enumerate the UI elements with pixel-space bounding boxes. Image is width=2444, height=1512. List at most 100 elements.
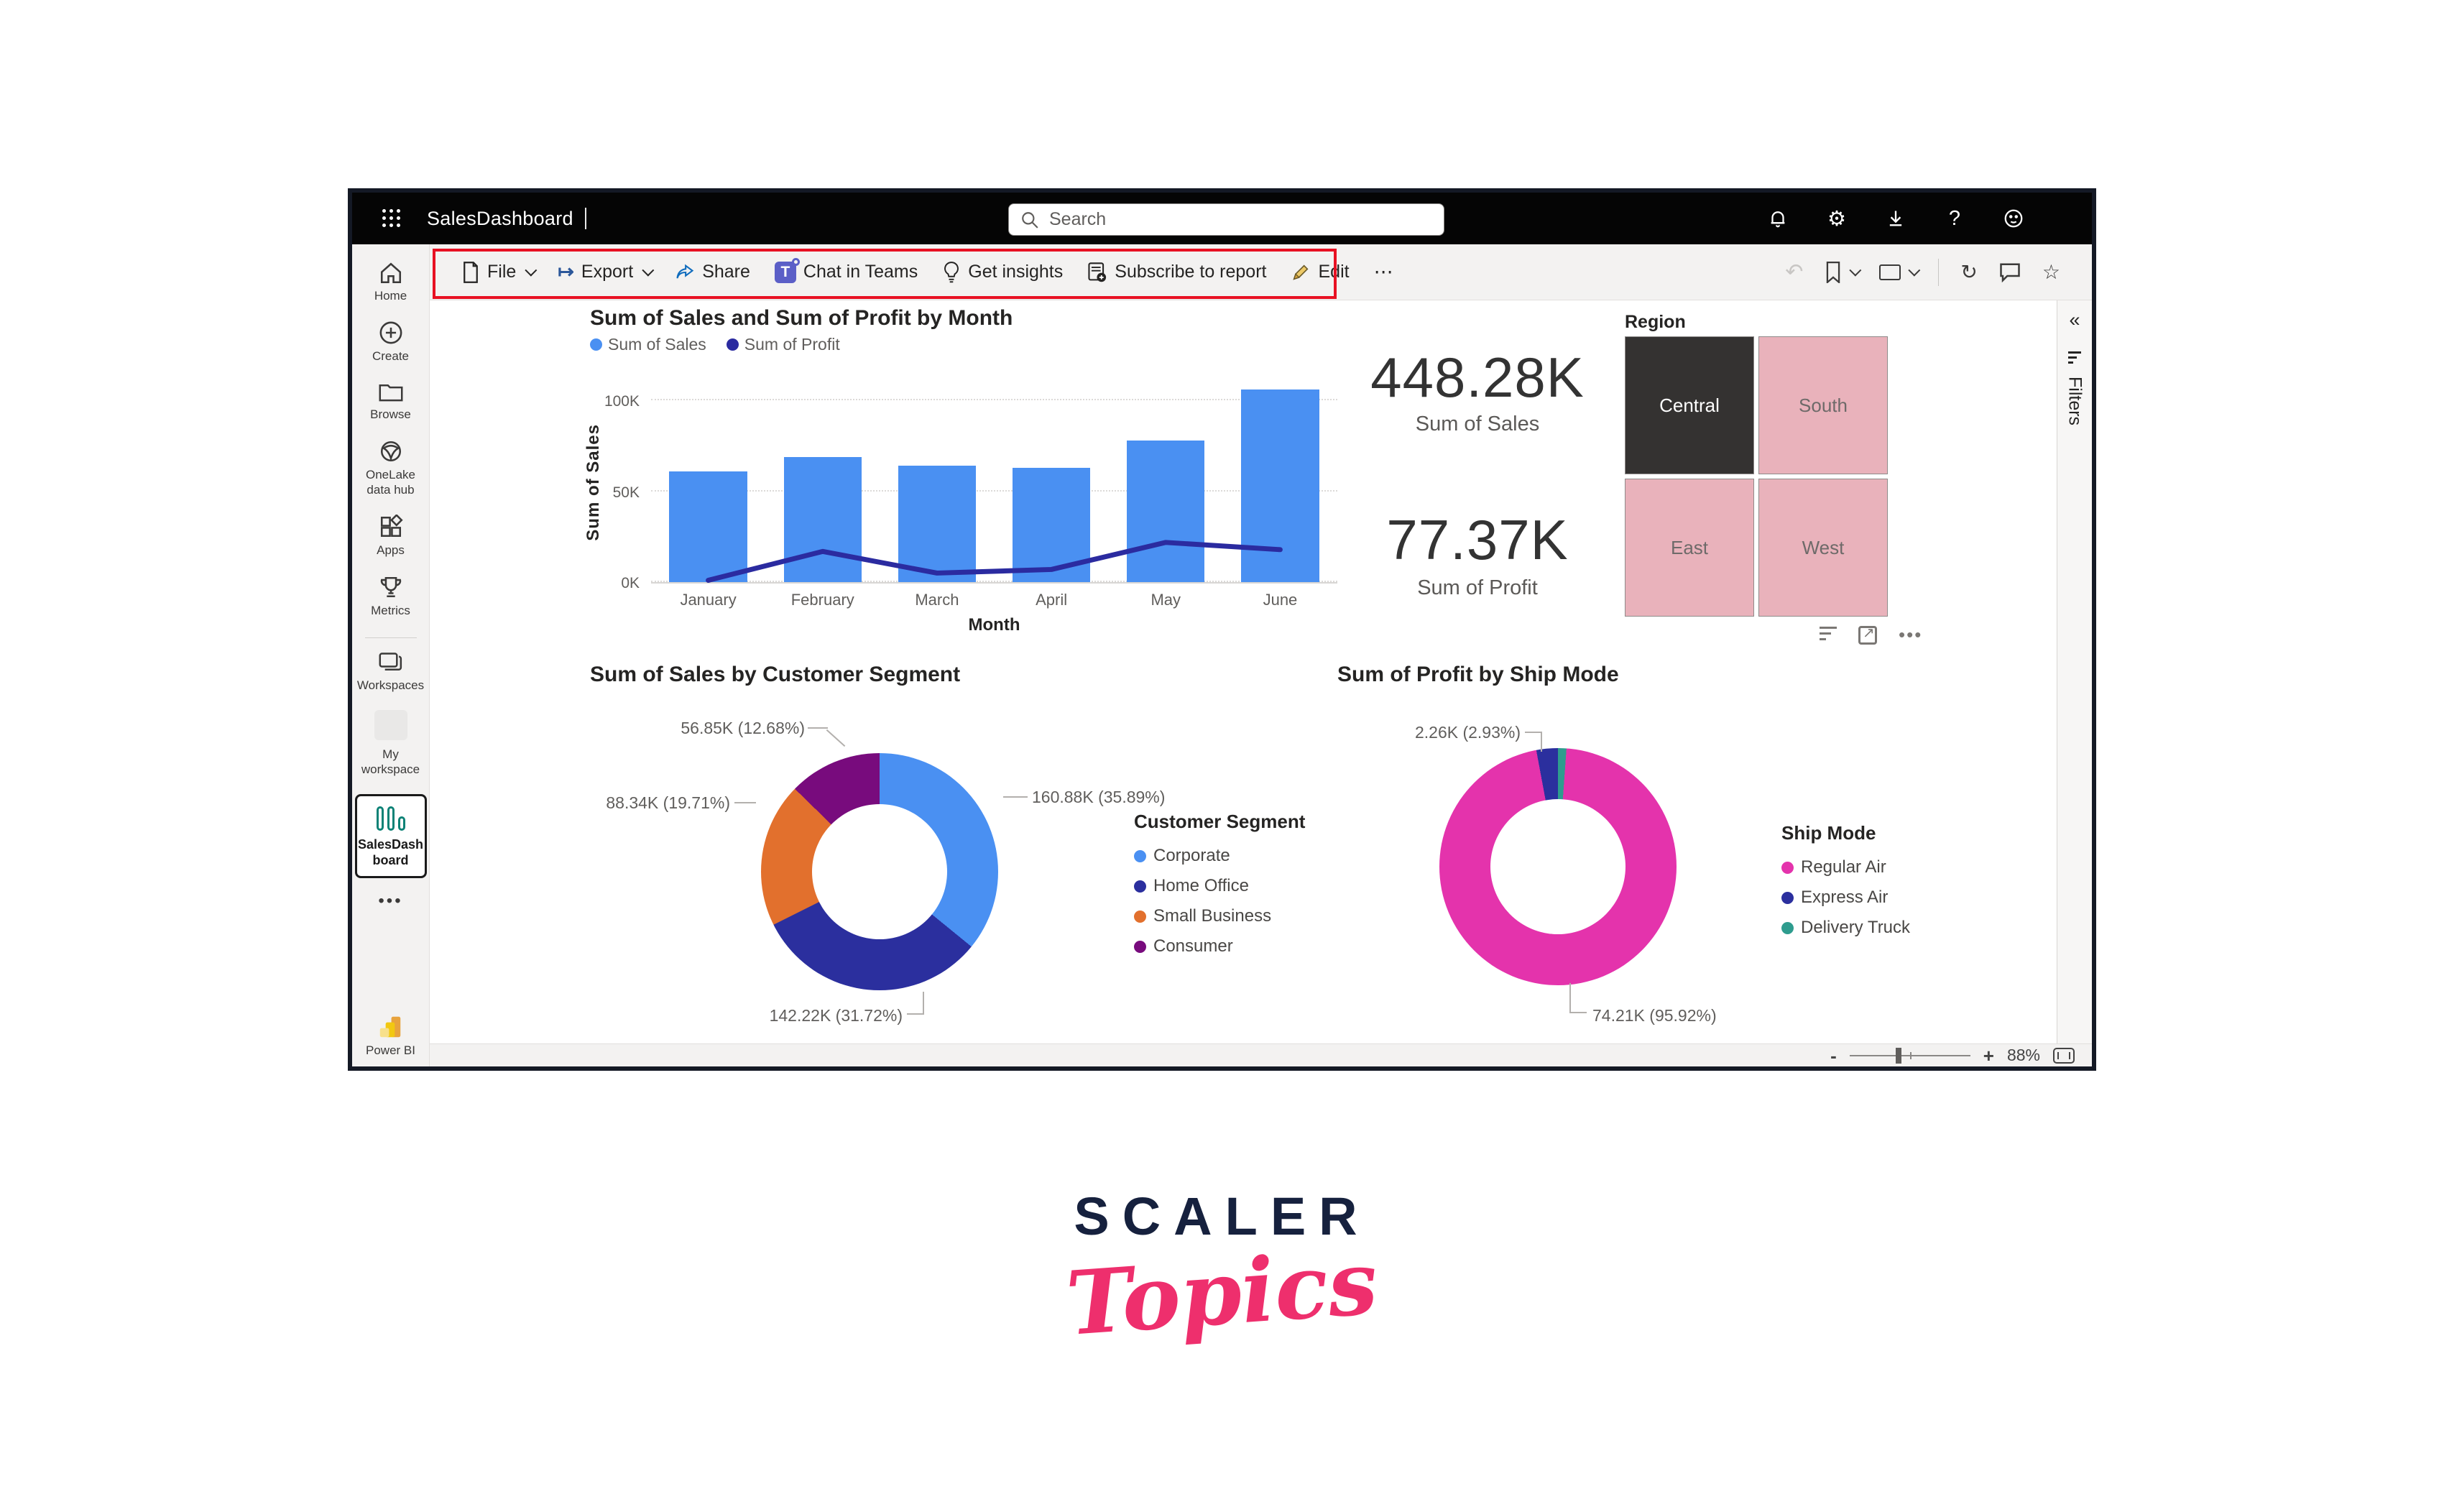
visual-hover-toolbar: ••• (1820, 624, 1922, 646)
share-button[interactable]: Share (668, 256, 757, 288)
legend-item-small-business[interactable]: Small Business (1134, 906, 1305, 926)
filters-funnel-icon[interactable] (2068, 351, 2081, 367)
chat-in-teams-label: Chat in Teams (803, 262, 918, 282)
zoom-out-button[interactable]: - (1830, 1044, 1837, 1066)
sidebar-divider (364, 637, 417, 638)
sidebar-item-my-workspace[interactable]: My workspace (354, 710, 428, 777)
feedback-smiley-icon[interactable] (2001, 206, 2026, 231)
apps-grid-icon (380, 514, 403, 537)
legend-item-consumer[interactable]: Consumer (1134, 936, 1305, 956)
refresh-icon[interactable]: ↻ (1960, 261, 1978, 283)
comment-icon (2000, 263, 2020, 282)
fit-to-page-icon[interactable] (2053, 1047, 2075, 1064)
search-input[interactable] (1049, 209, 1432, 230)
region-cell-west[interactable]: West (1758, 479, 1888, 617)
undo-icon[interactable]: ↶ (1785, 260, 1804, 284)
teams-icon: T (774, 257, 800, 283)
profit-kpi-value[interactable]: 77.37K (1386, 508, 1569, 571)
legend-item-profit[interactable]: Sum of Profit (726, 335, 840, 354)
sidebar-item-label: Workspaces (356, 678, 425, 692)
legend-item-sales[interactable]: Sum of Sales (590, 335, 706, 354)
callout-express-air: 2.26K (2.93%) (1414, 723, 1521, 742)
view-button[interactable] (1879, 264, 1921, 280)
workspaces-icon (379, 653, 402, 670)
sidebar-item-label: Create (372, 349, 410, 364)
powerbi-window: SalesDashboard ⚙ ? (348, 188, 2096, 1071)
profit-line (706, 540, 1283, 583)
bookmarks-button[interactable] (1825, 261, 1862, 283)
region-cell-south[interactable]: South (1758, 336, 1888, 474)
legend-label: Corporate (1153, 846, 1230, 865)
file-icon (464, 261, 478, 283)
legend-title: Customer Segment (1134, 811, 1306, 832)
donut-segment[interactable] (761, 753, 998, 990)
zoom-slider-handle[interactable] (1895, 1047, 1901, 1064)
expand-filters-chevrons-icon[interactable]: « (2069, 309, 2080, 331)
sidebar-item-salesdashboard-selected[interactable]: SalesDashboard (354, 793, 427, 878)
bar-March[interactable] (898, 466, 977, 582)
favorite-star-icon[interactable]: ☆ (2042, 261, 2060, 283)
sidebar-item-create[interactable]: Create (354, 321, 428, 364)
legend-item-regular-air[interactable]: Regular Air (1781, 857, 1910, 877)
bar-February[interactable] (783, 456, 862, 582)
region-cell-label: West (1802, 536, 1845, 558)
app-launcher-waffle-icon[interactable] (382, 209, 401, 228)
gridline (651, 489, 1337, 492)
zoom-slider-tick (1909, 1051, 1912, 1059)
legend-item-delivery-truck[interactable]: Delivery Truck (1781, 918, 1910, 938)
filter-icon[interactable] (1820, 626, 1837, 644)
search-bar[interactable] (1008, 203, 1444, 236)
get-insights-button[interactable]: Get insights (935, 256, 1070, 289)
sidebar-more-button[interactable]: ••• (378, 890, 403, 911)
combo-plot[interactable] (651, 384, 1337, 584)
sidebar-item-onelake[interactable]: OneLake data hub (354, 439, 428, 497)
zoom-level: 88% (2006, 1046, 2040, 1064)
legend-item-home-office[interactable]: Home Office (1134, 876, 1305, 896)
region-cell-central[interactable]: Central (1625, 336, 1754, 474)
sidebar-item-label: Metrics (371, 604, 410, 618)
sidebar-item-browse[interactable]: Browse (354, 382, 428, 422)
edit-button[interactable]: Edit (1283, 256, 1356, 288)
callout-line (1003, 796, 1028, 798)
sidebar-item-home[interactable]: Home (354, 262, 428, 303)
region-slicer: Central South East West (1625, 336, 1888, 617)
lightbulb-icon (944, 261, 959, 282)
sidebar-item-apps[interactable]: Apps (354, 514, 428, 558)
zoom-in-button[interactable]: + (1983, 1044, 1994, 1066)
report-action-toolbar: File ↦ Export Share T Chat in Teams (430, 244, 2092, 300)
sales-kpi-value[interactable]: 448.28K (1370, 346, 1585, 409)
sidebar-item-workspaces[interactable]: Workspaces (354, 651, 428, 693)
subscribe-button[interactable]: Subscribe to report (1080, 256, 1273, 289)
powerbi-home-button[interactable]: Power BI (366, 1013, 415, 1058)
legend-item-express-air[interactable]: Express Air (1781, 888, 1910, 908)
donut-ship[interactable] (1439, 748, 1677, 985)
segment-donut-title: Sum of Sales by Customer Segment (590, 663, 961, 686)
export-menu-button[interactable]: ↦ Export (550, 255, 658, 289)
callout-line (1525, 732, 1542, 752)
notifications-bell-icon[interactable] (1766, 206, 1790, 231)
bar-January[interactable] (669, 471, 747, 582)
y-axis-ticks: 0K 50K 100K (604, 393, 640, 591)
plus-circle-icon (379, 321, 402, 344)
sidebar-item-label: OneLake data hub (366, 468, 415, 497)
region-cell-label: East (1670, 536, 1709, 558)
file-menu-button[interactable]: File (454, 256, 540, 289)
region-cell-label: South (1799, 394, 1848, 416)
zoom-slider[interactable] (1849, 1047, 1970, 1064)
sidebar-item-metrics[interactable]: Metrics (354, 575, 428, 618)
comments-button[interactable] (1999, 262, 2021, 282)
folder-icon (379, 384, 402, 402)
legend-item-corporate[interactable]: Corporate (1134, 846, 1305, 866)
chat-in-teams-button[interactable]: T Chat in Teams (767, 256, 925, 289)
sidebar-item-label: Browse (370, 407, 411, 421)
shipmode-donut-title: Sum of Profit by Ship Mode (1337, 663, 1619, 686)
more-options-icon[interactable]: ••• (1899, 624, 1923, 645)
more-options-button[interactable]: ⋯ (1367, 255, 1402, 289)
settings-gear-icon[interactable]: ⚙ (1827, 207, 1846, 231)
focus-mode-icon[interactable] (1858, 624, 1877, 645)
help-icon[interactable]: ? (1948, 206, 1961, 230)
download-icon[interactable] (1883, 206, 1908, 231)
bar-May[interactable] (1127, 440, 1205, 582)
onelake-icon (380, 441, 401, 462)
region-cell-east[interactable]: East (1625, 479, 1754, 617)
